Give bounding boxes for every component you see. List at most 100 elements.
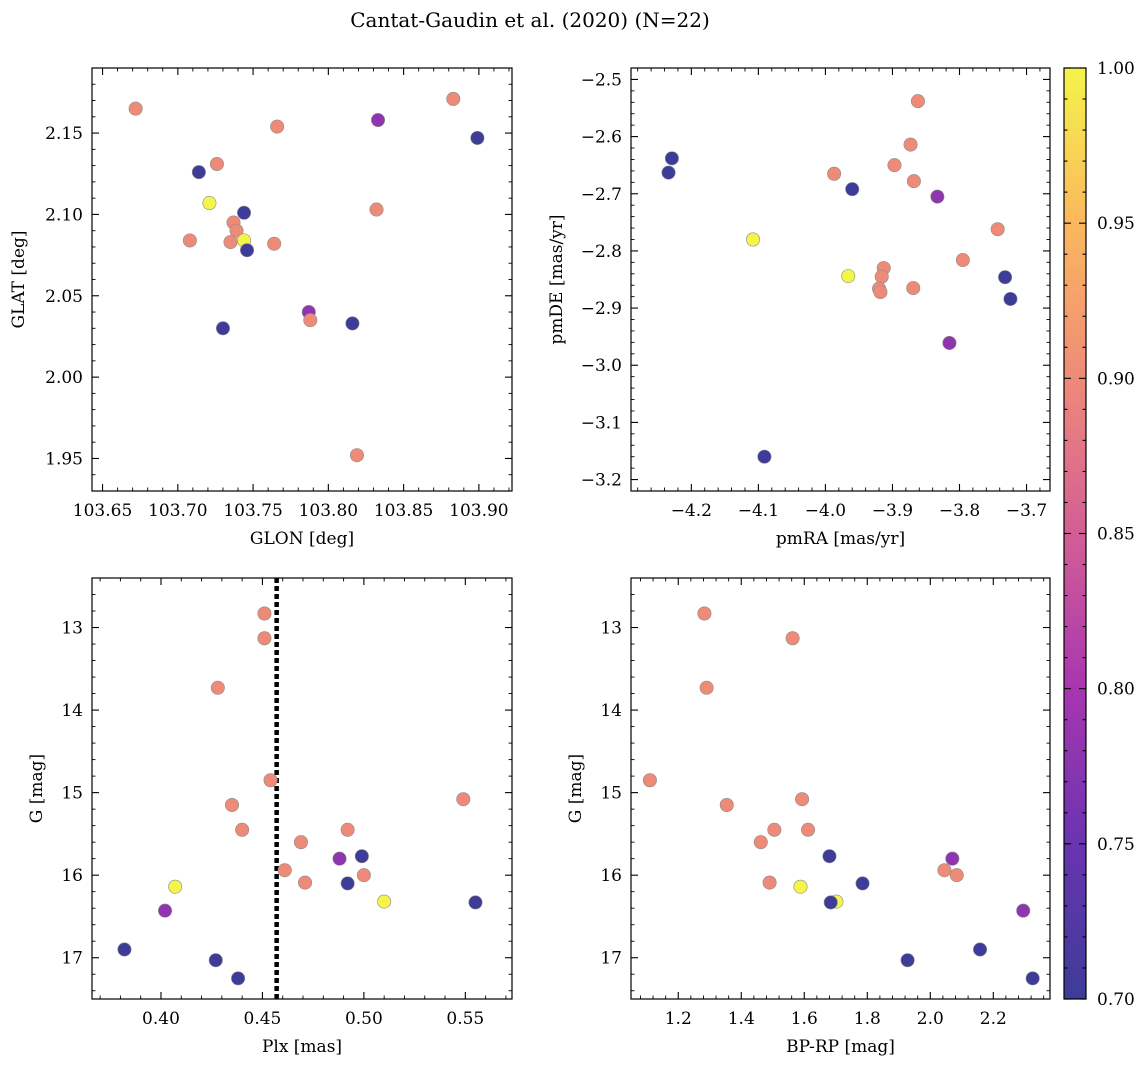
scatter-point: [762, 875, 777, 890]
colorbar-tick-label: 0.95: [1097, 214, 1135, 234]
scatter-point: [661, 165, 676, 180]
scatter-point: [827, 166, 842, 181]
scatter-point: [906, 281, 921, 296]
scatter-point: [340, 876, 355, 891]
y-axis-label: G [mag]: [566, 754, 586, 823]
scatter-point: [955, 253, 970, 268]
scatter-point: [767, 822, 782, 837]
scatter-point: [795, 792, 810, 807]
x-axis-label: GLON [deg]: [250, 529, 354, 549]
scatter-point: [209, 156, 224, 171]
scatter-point: [240, 243, 255, 258]
x-tick-label: 0.40: [142, 1009, 180, 1029]
y-tick-label: 16: [600, 866, 622, 886]
scatter-point: [293, 835, 308, 850]
scatter-point: [263, 773, 278, 788]
x-axis-label: pmRA [mas/yr]: [776, 529, 905, 549]
y-tick-label: −3.2: [581, 471, 622, 491]
scatter-point: [215, 321, 230, 336]
points: [117, 606, 483, 986]
panel-plx-g: 0.40 0.45 0.50 0.55 13 14 15 16 17 Plx [mas] G [ma…: [27, 577, 513, 1057]
y-tick-label: 13: [61, 619, 83, 639]
x-tick-label: −3.7: [1006, 501, 1047, 521]
scatter-point: [229, 223, 244, 238]
colorbar-tick-label: 0.80: [1097, 680, 1135, 700]
scatter-point: [270, 119, 285, 134]
scatter-point: [801, 822, 816, 837]
colorbar-tick-label: 0.75: [1097, 835, 1135, 855]
colorbar-tick-label: 1.00: [1097, 59, 1135, 79]
x-tick-label: 103.70: [148, 501, 207, 521]
y-axis-label: GLAT [deg]: [9, 230, 29, 328]
x-tick-label: 103.90: [449, 501, 508, 521]
y-tick-label: 14: [61, 701, 83, 721]
axes-frame: [630, 577, 1051, 1000]
y-tick-label: −2.9: [581, 299, 622, 319]
scatter-point: [231, 971, 246, 986]
figure-title: Cantat-Gaudin et al. (2020) (N=22): [350, 8, 710, 32]
scatter-point: [369, 202, 384, 217]
y-tick-label: 2.10: [45, 205, 83, 225]
x-tick-label: 2.2: [980, 1009, 1007, 1029]
points: [128, 91, 485, 463]
scatter-point: [945, 851, 960, 866]
y-tick-label: 16: [61, 866, 83, 886]
scatter-point: [823, 895, 838, 910]
scatter-point: [822, 849, 837, 864]
x-tick-label: 103.75: [223, 501, 282, 521]
x-tick-label: −3.9: [872, 501, 913, 521]
scatter-point: [377, 894, 392, 909]
scatter-point: [910, 94, 925, 109]
scatter-point: [753, 835, 768, 850]
scatter-point: [855, 876, 870, 891]
scatter-point: [1025, 971, 1040, 986]
scatter-point: [235, 822, 250, 837]
scatter-point: [719, 798, 734, 813]
scatter-point: [225, 798, 240, 813]
scatter-point: [697, 606, 712, 621]
x-tick-label: 2.0: [917, 1009, 944, 1029]
y-tick-label: −2.6: [581, 128, 622, 148]
x-tick-label: 103.80: [299, 501, 358, 521]
y-axis-label: pmDE [mas/yr]: [547, 214, 567, 344]
scatter-point: [1016, 903, 1031, 918]
y-tick-label: 2.15: [45, 124, 83, 144]
axes-frame: [91, 577, 513, 1000]
x-tick-label: 0.50: [345, 1009, 383, 1029]
axes-frame: [91, 67, 513, 492]
scatter-point: [937, 863, 952, 878]
scatter-point: [746, 232, 761, 247]
scatter-point: [277, 863, 292, 878]
scatter-point: [349, 448, 364, 463]
scatter-point: [841, 269, 856, 284]
x-tick-label: 0.55: [446, 1009, 484, 1029]
panel-pmra-pmde: −4.2 −4.1 −4.0 −3.9 −3.8 −3.7 −3.2 −3.1 −3.0 −2.9…: [547, 67, 1051, 549]
scatter-point: [345, 316, 360, 331]
scatter-point: [354, 849, 369, 864]
colorbar: 0.70 0.75 0.80 0.85 0.90 0.95 1.00: [1063, 59, 1135, 1010]
scatter-point: [873, 285, 888, 300]
scatter-point: [903, 137, 918, 152]
scatter-point: [223, 235, 238, 250]
y-tick-label: 17: [61, 949, 83, 969]
scatter-point: [371, 113, 386, 128]
x-tick-label: 1.4: [728, 1009, 755, 1029]
scatter-point: [699, 680, 714, 695]
y-tick-label: 14: [600, 701, 622, 721]
x-tick-label: −4.1: [738, 501, 779, 521]
scatter-point: [642, 773, 657, 788]
y-tick-label: 15: [61, 784, 83, 804]
scatter-point: [874, 269, 889, 284]
y-tick-label: −2.5: [581, 70, 622, 90]
points: [642, 606, 1040, 986]
scatter-point: [793, 879, 808, 894]
colorbar-tick-label: 0.70: [1097, 990, 1135, 1010]
scatter-point: [470, 130, 485, 145]
scatter-point: [973, 942, 988, 957]
scatter-point: [237, 205, 252, 220]
scatter-point: [356, 868, 371, 883]
x-axis-label: BP-RP [mag]: [786, 1037, 895, 1057]
scatter-point: [208, 953, 223, 968]
axes-frame: [630, 67, 1051, 492]
